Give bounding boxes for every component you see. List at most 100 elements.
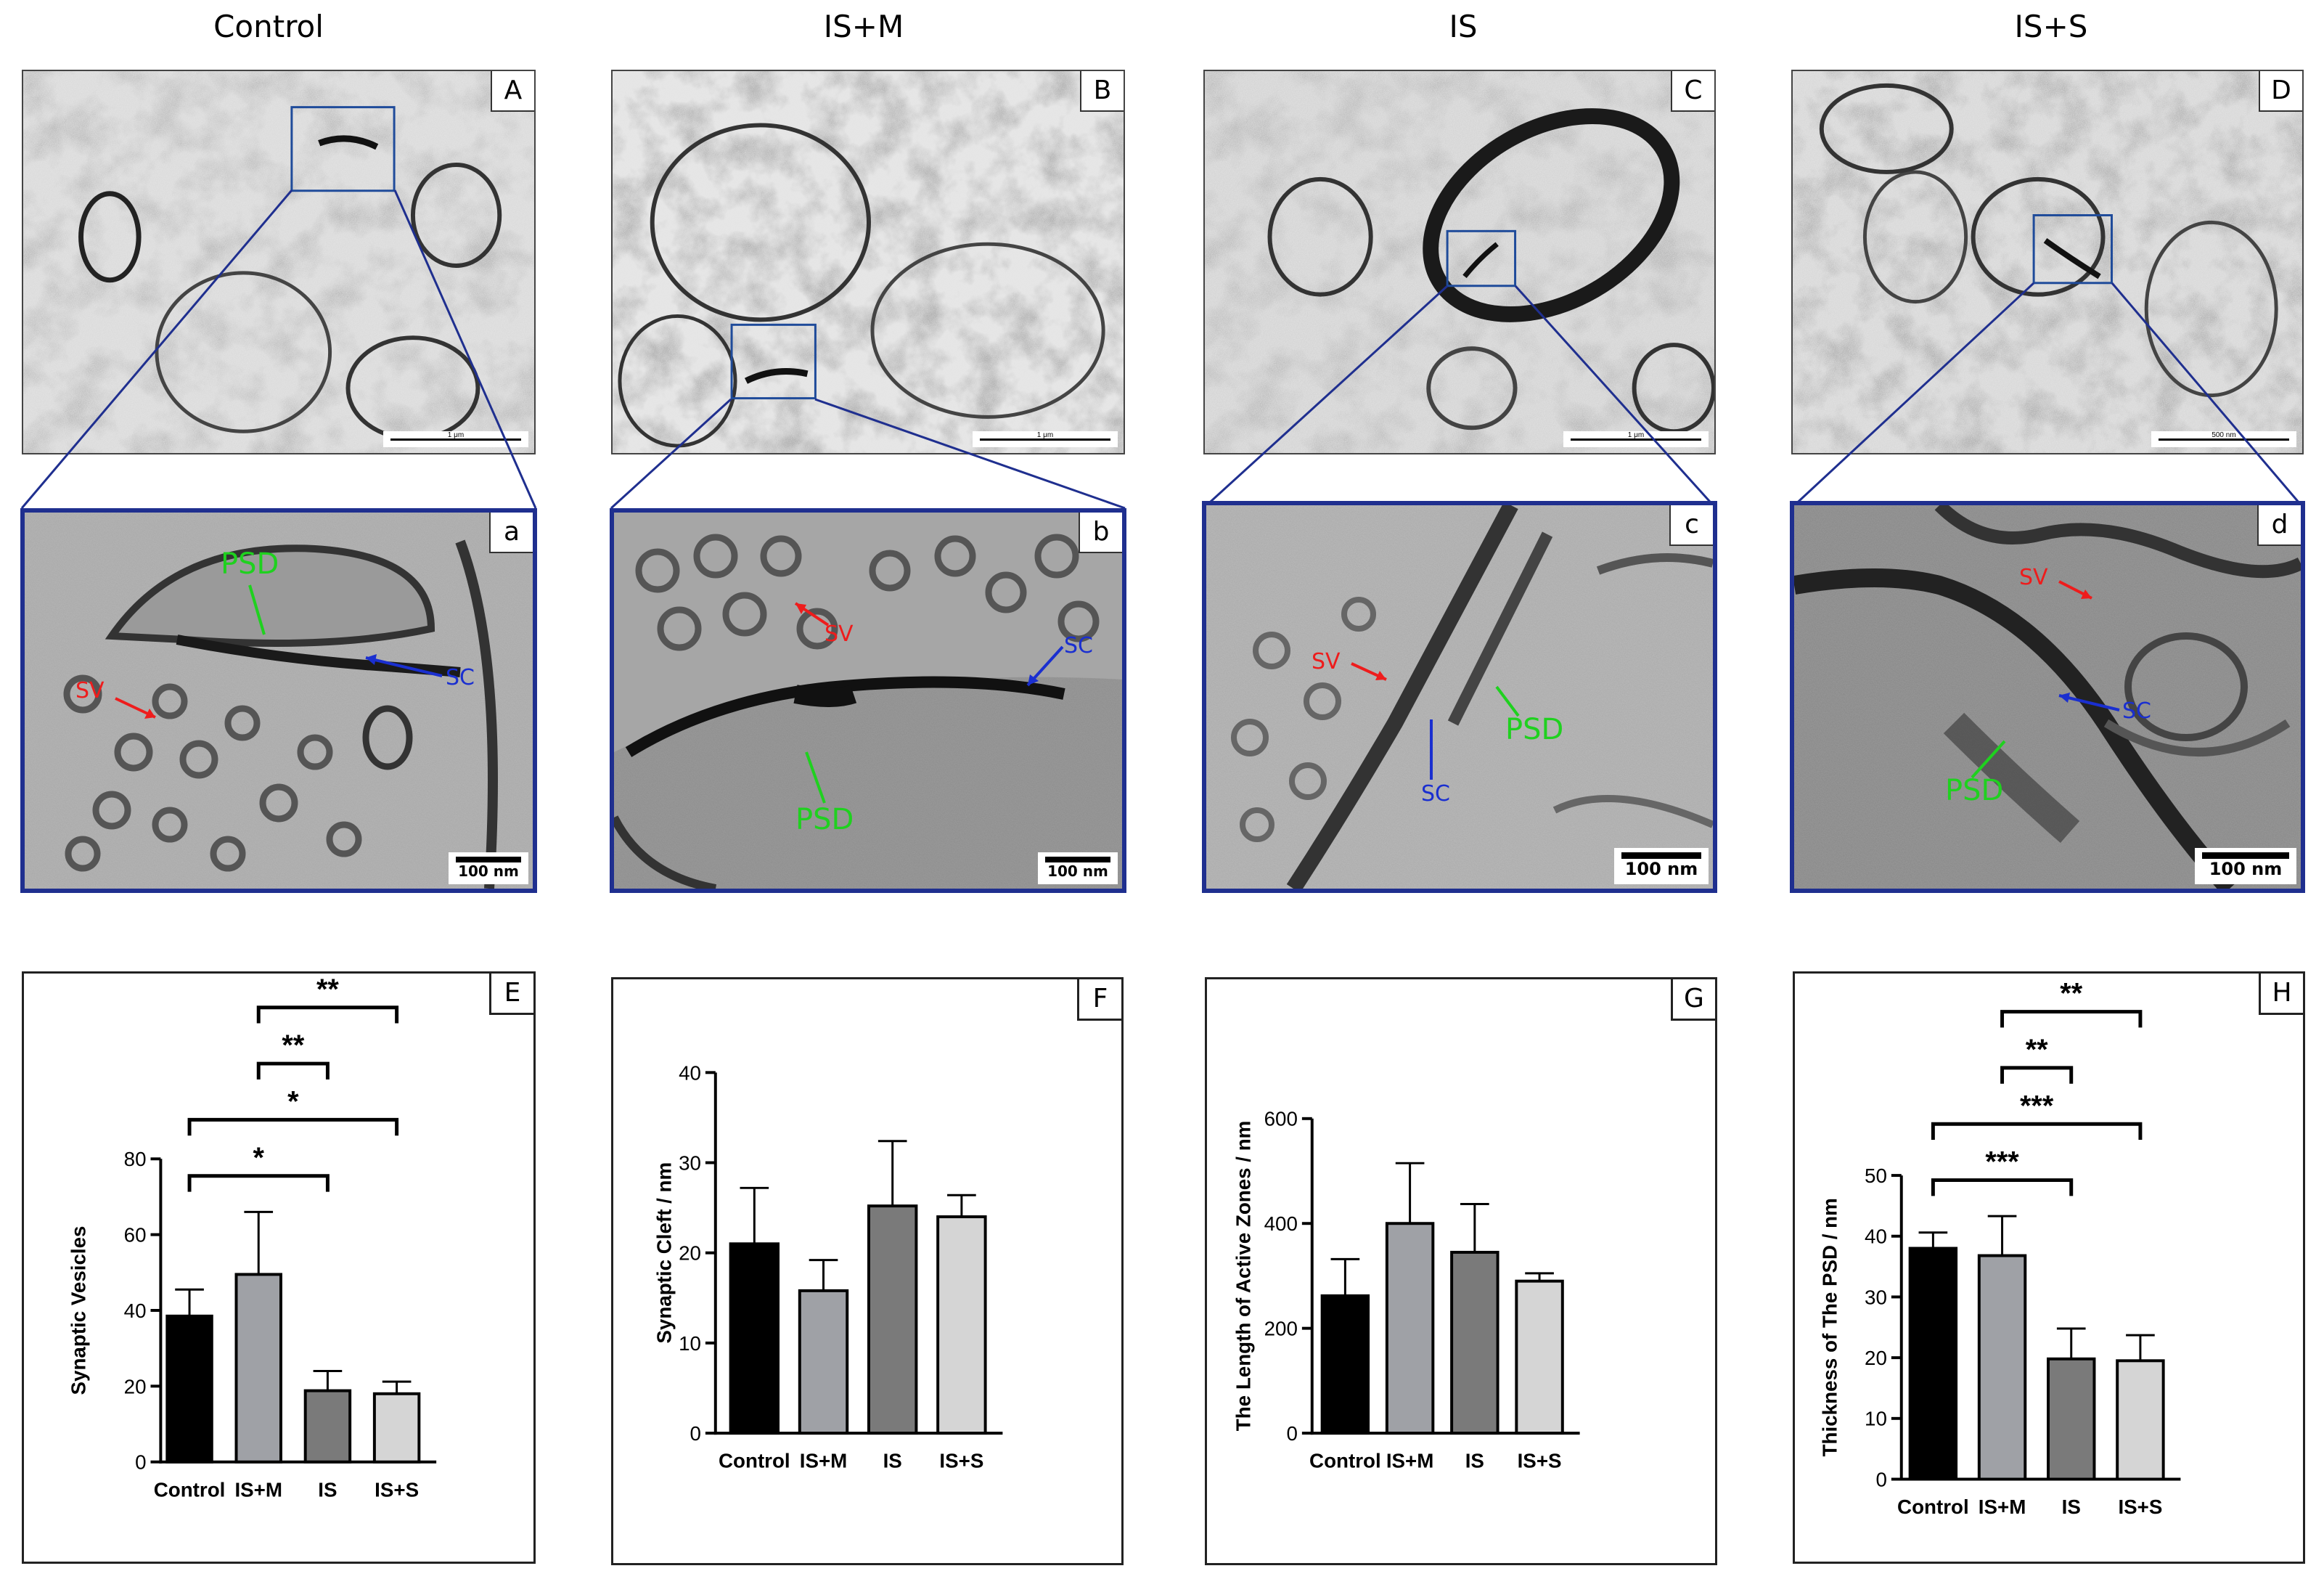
x-tick-label: IS+M xyxy=(800,1450,848,1472)
significance-bracket xyxy=(187,1117,399,1136)
bar xyxy=(729,1242,780,1435)
sc-label: SC xyxy=(446,665,475,690)
inset-d: SV SC PSD 100 nm d xyxy=(1790,501,2305,893)
sc-label: SC xyxy=(1421,781,1450,807)
significance-label: ** xyxy=(282,1029,304,1061)
y-tick-label: 60 xyxy=(124,1224,147,1247)
bar xyxy=(1450,1250,1499,1435)
psd-label: PSD xyxy=(221,547,279,581)
sc-label: SC xyxy=(1064,633,1093,658)
bar xyxy=(867,1204,918,1435)
panel-letter-h: H xyxy=(2259,974,2303,1015)
x-tick-label: Control xyxy=(1897,1496,1969,1518)
micrograph-d: 500 nm D xyxy=(1791,70,2304,454)
x-tick-label: Control xyxy=(154,1478,226,1501)
significance-bracket xyxy=(1931,1178,2074,1196)
panel-letter-d: D xyxy=(2259,71,2302,112)
column-title-is-s: IS+S xyxy=(2014,9,2088,44)
x-tick-label: IS+M xyxy=(1386,1450,1434,1472)
x-tick-label: IS+S xyxy=(1518,1450,1562,1472)
bar xyxy=(2047,1357,2096,1481)
bar-chart-active-zone-length: 0 200 400 600 The Length of Active Zones / n… xyxy=(1232,1108,1580,1472)
inset-b: SV SC PSD 100 nm b xyxy=(610,508,1126,893)
y-tick-label: 0 xyxy=(1875,1468,1886,1490)
panel-letter-c: C xyxy=(1671,71,1714,112)
significance-label: ** xyxy=(2026,1034,2048,1066)
panel-letter-b-small: b xyxy=(1079,513,1122,553)
x-tick-label: IS+S xyxy=(375,1478,419,1501)
bar xyxy=(798,1289,849,1435)
bar xyxy=(936,1215,987,1435)
y-tick-label: 30 xyxy=(679,1151,701,1174)
scale-bar: 100 nm xyxy=(1038,852,1118,884)
panel-letter-a: A xyxy=(491,71,534,112)
significance-label: *** xyxy=(2020,1090,2054,1122)
scale-bar: 100 nm xyxy=(1614,848,1709,884)
x-tick-label: IS+M xyxy=(1979,1496,2026,1518)
y-tick-label: 0 xyxy=(135,1451,146,1474)
y-tick-label: 0 xyxy=(1286,1422,1297,1445)
scale-bar: 1 μm xyxy=(973,431,1118,447)
bar xyxy=(165,1314,213,1464)
significance-label: ** xyxy=(2060,978,2082,1010)
bar xyxy=(303,1389,352,1464)
psd-label: PSD xyxy=(1505,713,1564,746)
significance-bracket xyxy=(187,1174,330,1192)
bar xyxy=(1977,1254,2027,1481)
y-tick-label: 400 xyxy=(1264,1212,1298,1235)
bar xyxy=(372,1392,421,1464)
panel-letter-e: E xyxy=(489,974,533,1015)
bar xyxy=(1385,1222,1435,1435)
panel-letter-b: B xyxy=(1080,71,1124,112)
column-title-is-m: IS+M xyxy=(823,9,904,44)
scale-bar: 500 nm xyxy=(2151,431,2296,447)
y-tick-label: 10 xyxy=(679,1332,701,1355)
sc-label: SC xyxy=(2122,698,2151,724)
scale-bar: 100 nm xyxy=(449,852,528,884)
x-tick-label: IS xyxy=(883,1450,902,1472)
y-tick-label: 40 xyxy=(1865,1225,1887,1248)
sv-label: SV xyxy=(1312,649,1341,674)
significance-label: ** xyxy=(316,974,339,1005)
bar-chart-synaptic-cleft: 0 10 20 30 40 Synaptic Cleft / nm Control IS+M I… xyxy=(652,1061,1003,1472)
panel-letter-a-small: a xyxy=(489,513,533,553)
panel-letter-c-small: c xyxy=(1669,505,1713,546)
x-tick-label: Control xyxy=(1309,1450,1381,1472)
micrograph-a: 1 μm A xyxy=(22,70,536,454)
panel-letter-g: G xyxy=(1671,979,1715,1021)
significance-bracket xyxy=(256,1061,330,1080)
y-tick-label: 10 xyxy=(1865,1408,1887,1430)
x-tick-label: Control xyxy=(719,1450,790,1472)
scale-bar: 100 nm xyxy=(2195,848,2296,884)
x-tick-label: IS xyxy=(318,1478,337,1501)
y-tick-label: 20 xyxy=(1865,1347,1887,1369)
chart-panel-e: 0 20 40 60 80 Synaptic Vesicles Control IS+M IS I… xyxy=(22,971,536,1564)
micrograph-b: 1 μm B xyxy=(611,70,1125,454)
scale-bar: 1 μm xyxy=(383,431,528,447)
significance-label: *** xyxy=(1985,1146,2019,1178)
sv-label: SV xyxy=(825,621,854,647)
x-tick-label: IS+S xyxy=(2118,1496,2162,1518)
sv-label: SV xyxy=(2019,565,2048,590)
significance-bracket xyxy=(2000,1066,2074,1084)
micrograph-c: 1 μm C xyxy=(1203,70,1716,454)
significance-bracket xyxy=(1931,1122,2143,1141)
significance-bracket xyxy=(256,1005,399,1024)
bar xyxy=(234,1273,282,1464)
y-tick-label: 600 xyxy=(1264,1108,1298,1130)
inset-c: SV PSD SC 100 nm c xyxy=(1202,501,1717,893)
significance-label: * xyxy=(253,1142,265,1174)
significance-bracket xyxy=(2000,1010,2143,1028)
y-tick-label: 30 xyxy=(1865,1286,1887,1308)
bar xyxy=(2116,1359,2165,1481)
y-tick-label: 40 xyxy=(124,1300,147,1322)
y-axis-label: Thickness of The PSD / nm xyxy=(1819,1198,1841,1456)
column-title-is: IS xyxy=(1449,9,1478,44)
y-tick-label: 20 xyxy=(124,1375,147,1398)
y-tick-label: 0 xyxy=(690,1422,701,1445)
x-tick-label: IS xyxy=(2062,1496,2081,1518)
psd-label: PSD xyxy=(795,803,854,836)
y-axis-label: The Length of Active Zones / nm xyxy=(1232,1121,1254,1432)
psd-label: PSD xyxy=(1945,774,2004,807)
x-tick-label: IS xyxy=(1465,1450,1484,1472)
